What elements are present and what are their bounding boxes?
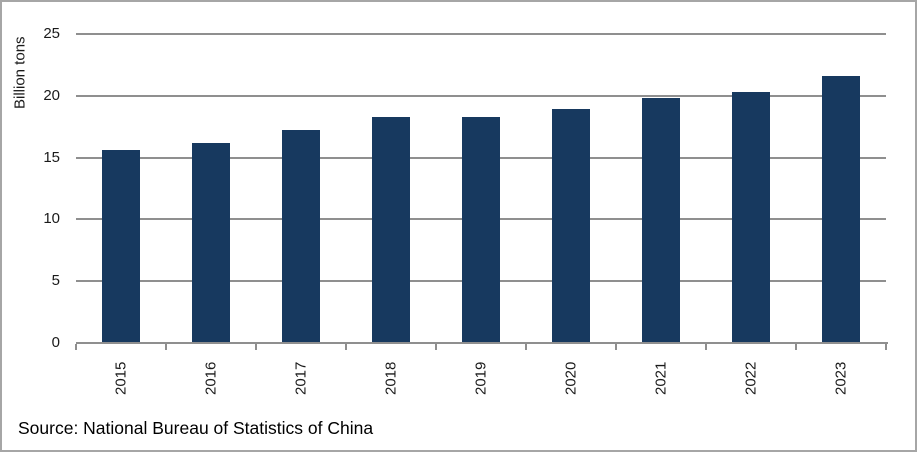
x-axis-tick-label: 2022 (742, 361, 760, 395)
bar-2018 (372, 116, 410, 342)
x-axis-tick (165, 344, 167, 350)
bar-2022 (732, 92, 770, 342)
x-axis-tick (345, 344, 347, 350)
x-axis-tick (795, 344, 797, 350)
x-axis-tick-label: 2016 (202, 361, 220, 395)
gridline-25 (76, 33, 886, 35)
gridline-20 (76, 94, 886, 97)
y-axis-tick-label: 20 (43, 86, 60, 104)
x-axis-tick (525, 344, 527, 350)
source-note: Source: National Bureau of Statistics of… (18, 418, 374, 438)
x-axis-tick (75, 344, 77, 350)
x-axis-tick-label: 2018 (382, 361, 400, 395)
bar-2016 (192, 142, 230, 342)
x-axis-tick-label: 2020 (562, 361, 580, 395)
y-axis-tick-label: 0 (51, 334, 60, 351)
x-axis-tick-label: 2019 (472, 361, 490, 395)
bar-2019 (462, 116, 500, 342)
bar-2017 (282, 130, 320, 342)
bar-2021 (642, 98, 680, 342)
x-axis-tick (615, 344, 617, 350)
bar-2023 (822, 76, 860, 342)
bar-2015 (102, 150, 140, 342)
bar-2020 (552, 109, 590, 342)
y-axis-tick-label: 5 (51, 272, 60, 290)
x-axis-tick-label: 2017 (292, 361, 310, 395)
x-axis-tick (885, 344, 887, 350)
x-axis-tick (255, 344, 257, 350)
x-axis-tick (705, 344, 707, 350)
x-axis-line (76, 342, 888, 344)
y-axis-tick-label: 10 (43, 210, 60, 228)
y-axis-tick-label: 15 (43, 148, 60, 166)
y-axis-tick-label: 25 (43, 25, 60, 42)
x-axis-tick-label: 2023 (832, 361, 850, 395)
x-axis-tick-label: 2021 (652, 361, 670, 395)
x-axis-tick-label: 2015 (112, 361, 130, 395)
x-axis-tick (435, 344, 437, 350)
